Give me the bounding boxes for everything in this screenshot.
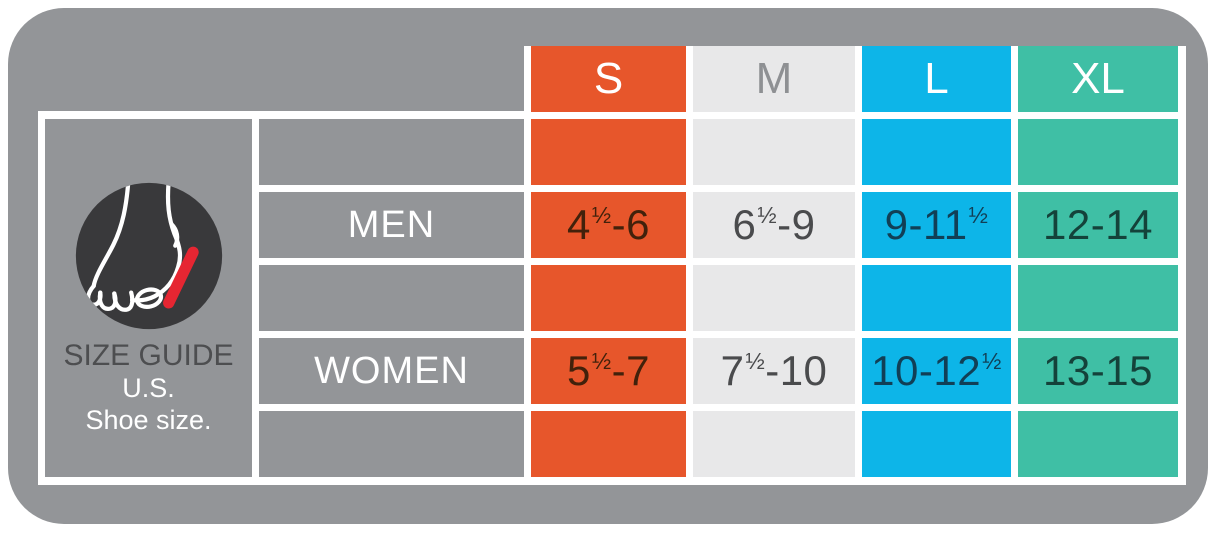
size-guide-region: U.S. [122, 372, 175, 403]
spacer-cell-xl-row3 [1018, 265, 1178, 331]
legend-cell: SIZE GUIDE U.S. Shoe size. [45, 119, 252, 477]
header-cell-xl: XL [1018, 46, 1178, 112]
cell-women-s: 5 ½ -7 [531, 338, 686, 404]
foot-measure-icon [75, 182, 222, 330]
row-label-men: MEN [347, 204, 436, 246]
spacer-cell-m-row1 [693, 119, 855, 185]
cell-women-xl: 13-15 [1018, 338, 1178, 404]
spacer-cell-l-row1 [862, 119, 1011, 185]
row-label-women: WOMEN [314, 350, 469, 392]
size-table: S M L XL 4 ½ -6 6 ½ -9 9-11 ½ 12-14 5 ½ -7 7 ½ -10 10-12 ½ 13… [524, 46, 1186, 485]
cell-men-l: 9-11 ½ [862, 192, 1011, 258]
spacer-cell-m-row3 [693, 265, 855, 331]
row-spacer-cell-0 [259, 119, 524, 185]
header-cell-l: L [862, 46, 1011, 112]
row-spacer-cell-2 [259, 265, 524, 331]
legend-and-row-labels: SIZE GUIDE U.S. Shoe size. MEN WOMEN [38, 111, 524, 485]
row-spacer-cell-4 [259, 411, 524, 477]
spacer-cell-l-row5 [862, 411, 1011, 477]
cell-men-m: 6 ½ -9 [693, 192, 855, 258]
size-guide-note: Shoe size. [85, 404, 212, 435]
spacer-cell-xl-row1 [1018, 119, 1178, 185]
cell-men-xl: 12-14 [1018, 192, 1178, 258]
cell-men-s: 4 ½ -6 [531, 192, 686, 258]
spacer-cell-s-row1 [531, 119, 686, 185]
header-cell-s: S [531, 46, 686, 112]
spacer-cell-xl-row5 [1018, 411, 1178, 477]
spacer-cell-m-row5 [693, 411, 855, 477]
header-cell-m: M [693, 46, 855, 112]
spacer-cell-s-row3 [531, 265, 686, 331]
spacer-cell-l-row3 [862, 265, 1011, 331]
row-label-cell-women: WOMEN [259, 338, 524, 404]
row-label-cell-men: MEN [259, 192, 524, 258]
cell-women-l: 10-12 ½ [862, 338, 1011, 404]
spacer-cell-s-row5 [531, 411, 686, 477]
size-guide-title: SIZE GUIDE [63, 339, 234, 372]
cell-women-m: 7 ½ -10 [693, 338, 855, 404]
